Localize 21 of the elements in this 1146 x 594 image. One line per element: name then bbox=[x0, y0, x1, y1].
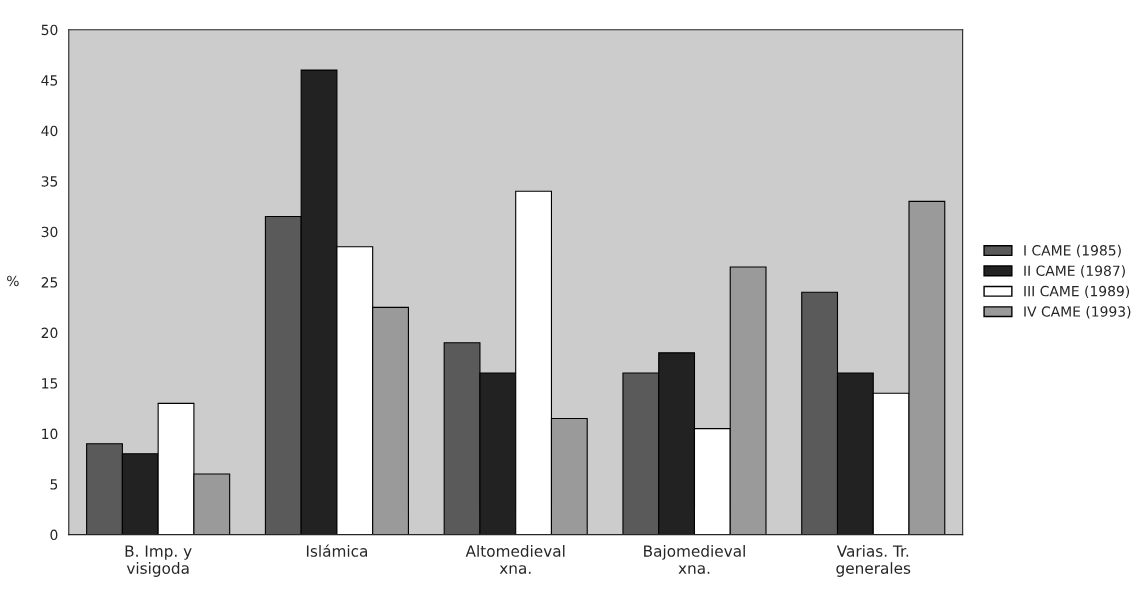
y-tick-label: 15 bbox=[42, 378, 58, 389]
y-tick-label: 35 bbox=[41, 176, 58, 187]
y-tick-label: 25 bbox=[41, 277, 58, 288]
x-tick-label: Islámica bbox=[306, 544, 368, 557]
y-tick-label: 20 bbox=[41, 327, 58, 339]
y-axis-title: % bbox=[7, 275, 19, 287]
legend-label: IV CAME (1993) bbox=[1024, 306, 1131, 319]
legend-label: II CAME (1987) bbox=[1024, 265, 1125, 278]
y-tick-label: 0 bbox=[50, 529, 58, 541]
y-tick-label: 10 bbox=[42, 428, 58, 440]
y-tick-label: 30 bbox=[41, 226, 58, 238]
legend-label: I CAME (1985) bbox=[1024, 244, 1121, 258]
y-tick-label: 45 bbox=[41, 75, 58, 86]
x-tick-label: Altomedieval xna. bbox=[465, 545, 565, 574]
y-tick-label: 50 bbox=[41, 24, 58, 36]
y-tick-label: 5 bbox=[50, 479, 58, 490]
y-tick-label: 40 bbox=[41, 125, 58, 137]
x-tick-label: B. Imp. y visigoda bbox=[125, 545, 192, 577]
legend-label: III CAME (1989) bbox=[1024, 285, 1130, 299]
x-tick-label: Bajomedieval xna. bbox=[644, 545, 745, 574]
x-tick-label: Varias. Tr. generales bbox=[836, 545, 911, 577]
